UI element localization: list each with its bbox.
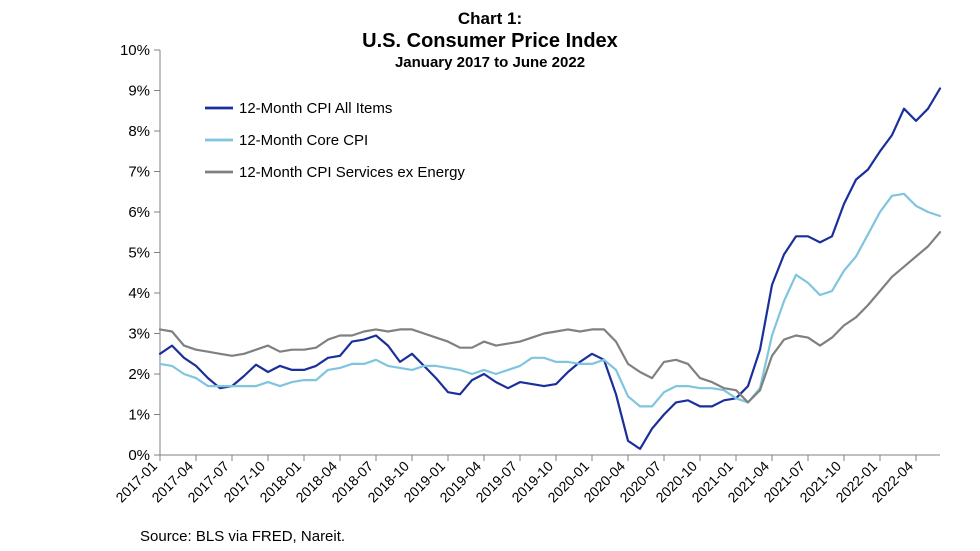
svg-text:12-Month CPI All Items: 12-Month CPI All Items [239,100,392,117]
y-axis: 0%1%2%3%4%5%6%7%8%9%10% [120,42,160,464]
chart-svg: 0%1%2%3%4%5%6%7%8%9%10% 2017-012017-0420… [0,0,980,551]
svg-text:10%: 10% [120,42,150,59]
series-line [160,194,940,407]
svg-text:4%: 4% [128,285,150,302]
svg-text:6%: 6% [128,204,150,221]
svg-text:7%: 7% [128,164,150,181]
svg-text:3%: 3% [128,326,150,343]
cpi-chart: Chart 1: U.S. Consumer Price Index Janua… [0,0,980,551]
svg-text:2%: 2% [128,366,150,383]
x-axis: 2017-012017-042017-072017-102018-012018-… [112,455,940,505]
svg-text:12-Month Core CPI: 12-Month Core CPI [239,132,368,149]
legend: 12-Month CPI All Items 12-Month Core CPI 1… [205,100,465,181]
svg-text:12-Month CPI Services ex Energ: 12-Month CPI Services ex Energy [239,164,465,181]
series-line [160,232,940,402]
svg-text:1%: 1% [128,407,150,424]
svg-text:5%: 5% [128,245,150,262]
svg-text:9%: 9% [128,83,150,100]
source-note: Source: BLS via FRED, Nareit. [140,528,345,545]
svg-text:8%: 8% [128,123,150,140]
